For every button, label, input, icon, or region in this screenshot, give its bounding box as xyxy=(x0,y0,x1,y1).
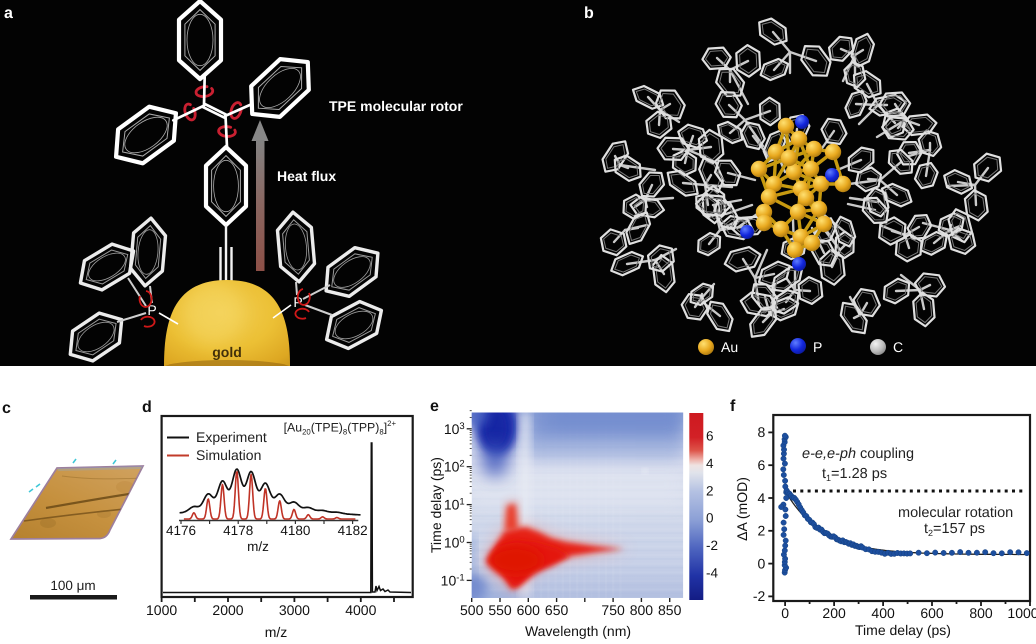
svg-text:2: 2 xyxy=(758,523,766,539)
svg-text:b: b xyxy=(584,5,594,22)
svg-text:c: c xyxy=(2,400,11,417)
svg-text:t1=1.28 ps: t1=1.28 ps xyxy=(822,466,887,483)
svg-text:6: 6 xyxy=(758,457,766,473)
svg-text:750: 750 xyxy=(601,602,625,618)
svg-text:1000: 1000 xyxy=(146,602,177,618)
svg-text:550: 550 xyxy=(488,602,512,618)
svg-text:TPE molecular rotor: TPE molecular rotor xyxy=(329,98,463,114)
svg-text:e-e,e-ph coupling: e-e,e-ph coupling xyxy=(802,446,914,462)
svg-text:4178: 4178 xyxy=(223,523,253,538)
svg-text:-2: -2 xyxy=(753,588,766,604)
svg-text:0: 0 xyxy=(781,605,789,621)
svg-text:f: f xyxy=(730,398,736,415)
svg-text:3000: 3000 xyxy=(279,602,310,618)
svg-text:0: 0 xyxy=(706,511,714,526)
svg-text:200: 200 xyxy=(822,605,846,621)
svg-text:650: 650 xyxy=(545,602,569,618)
svg-text:Heat flux: Heat flux xyxy=(277,168,336,184)
svg-text:m/z: m/z xyxy=(265,624,288,640)
svg-text:1000: 1000 xyxy=(1007,605,1036,621)
svg-text:a: a xyxy=(4,5,13,22)
svg-text:800: 800 xyxy=(630,602,654,618)
svg-text:4: 4 xyxy=(706,456,714,471)
svg-text:P: P xyxy=(293,294,302,310)
svg-text:400: 400 xyxy=(871,605,895,621)
svg-text:Simulation: Simulation xyxy=(196,447,261,463)
svg-text:2: 2 xyxy=(706,483,714,498)
svg-text:6: 6 xyxy=(706,429,714,444)
svg-text:Experiment: Experiment xyxy=(196,429,267,445)
svg-text:-4: -4 xyxy=(706,566,718,581)
svg-text:P: P xyxy=(147,302,156,318)
svg-text:[Au20(TPE)8(TPP)8]2+: [Au20(TPE)8(TPP)8]2+ xyxy=(284,419,397,436)
svg-text:4176: 4176 xyxy=(166,523,196,538)
svg-text:8: 8 xyxy=(758,424,766,440)
svg-text:t2=157 ps: t2=157 ps xyxy=(924,521,985,538)
svg-text:e: e xyxy=(430,398,439,415)
svg-text:Time delay (ps): Time delay (ps) xyxy=(855,622,951,638)
svg-text:-2: -2 xyxy=(706,538,718,553)
svg-text:4180: 4180 xyxy=(280,523,310,538)
svg-text:gold: gold xyxy=(212,344,242,360)
svg-text:800: 800 xyxy=(969,605,993,621)
svg-text:4182: 4182 xyxy=(338,523,368,538)
svg-text:600: 600 xyxy=(517,602,541,618)
svg-text:Time delay (ps): Time delay (ps) xyxy=(428,457,444,553)
svg-text:2000: 2000 xyxy=(212,602,243,618)
svg-text:d: d xyxy=(142,399,152,416)
svg-text:500: 500 xyxy=(460,602,484,618)
svg-text:100 μm: 100 μm xyxy=(50,578,95,593)
svg-text:m/z: m/z xyxy=(247,539,269,554)
svg-text:600: 600 xyxy=(920,605,944,621)
svg-text:4000: 4000 xyxy=(345,602,376,618)
svg-text:ΔA (mOD): ΔA (mOD) xyxy=(734,477,750,541)
svg-text:C: C xyxy=(893,339,903,355)
svg-text:0: 0 xyxy=(758,555,766,571)
svg-text:850: 850 xyxy=(658,602,682,618)
svg-text:Wavelength (nm): Wavelength (nm) xyxy=(525,623,631,639)
svg-text:Au: Au xyxy=(721,339,738,355)
svg-text:4: 4 xyxy=(758,490,766,506)
svg-text:molecular rotation: molecular rotation xyxy=(898,505,1013,521)
svg-text:P: P xyxy=(813,339,822,355)
